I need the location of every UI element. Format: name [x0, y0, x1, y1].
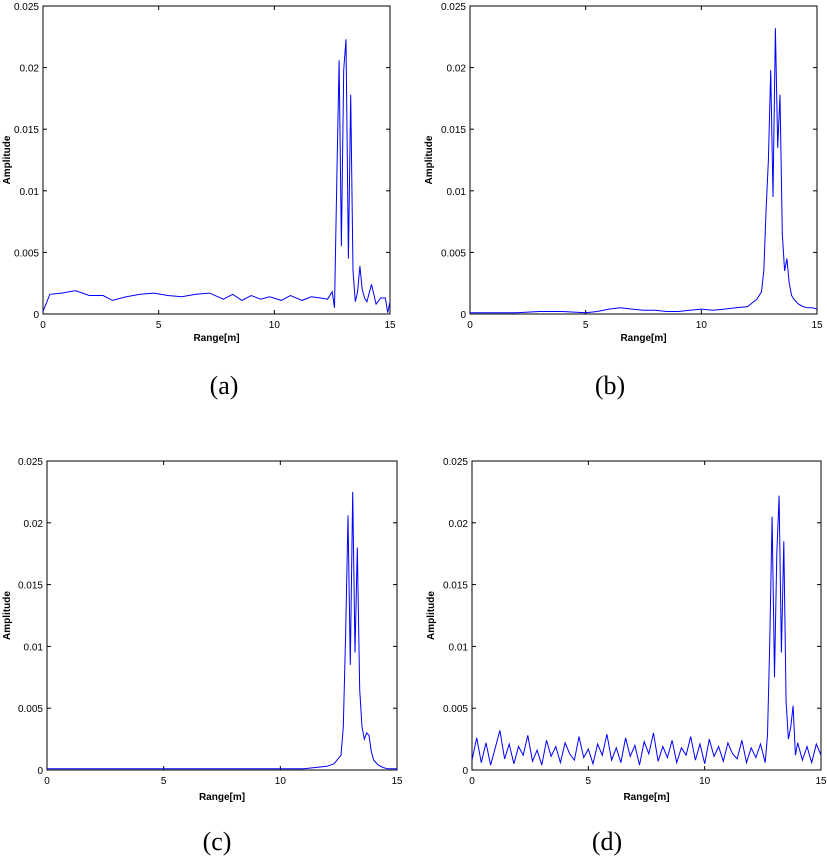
y-axis-label: Amplitude — [2, 135, 13, 184]
y-tick-label: 0.01 — [449, 642, 469, 653]
y-tick-label: 0.025 — [443, 457, 468, 468]
y-tick-label: 0 — [37, 766, 43, 777]
x-tick-label: 10 — [269, 320, 281, 331]
chart-panel-1: 0 5 10 15 0 0.005 0.01 0.015 0.02 0.025 Range[m] Am… — [2, 2, 396, 400]
series-line — [42, 39, 391, 313]
y-tick-label: 0.005 — [441, 248, 466, 259]
x-axis-label: Range[m] — [623, 792, 669, 803]
y-tick-label: 0.015 — [14, 125, 39, 136]
y-tick-label: 0.015 — [443, 581, 468, 592]
y-tick-label: 0.015 — [18, 581, 43, 592]
panel-caption: (a) — [210, 371, 239, 400]
y-tick-label: 0.005 — [14, 248, 39, 259]
y-tick-label: 0 — [462, 766, 468, 777]
plot-frame — [471, 460, 822, 771]
x-tick-label: 10 — [696, 320, 708, 331]
y-tick-label: 0.02 — [447, 64, 467, 75]
x-tick-label: 0 — [469, 776, 475, 787]
y-tick-label: 0.025 — [14, 2, 39, 13]
y-tick-label: 0.01 — [24, 642, 44, 653]
y-tick-label: 0.01 — [20, 187, 40, 198]
x-tick-label: 15 — [384, 320, 396, 331]
y-tick-label: 0.02 — [449, 519, 469, 530]
y-tick-label: 0.005 — [443, 704, 468, 715]
chart-panel-2: 0 5 10 15 0 0.005 0.01 0.015 0.02 0.025 Range[m] Am… — [424, 2, 823, 400]
y-tick-label: 0 — [33, 310, 39, 321]
x-tick-label: 15 — [815, 776, 827, 787]
plot-frame — [469, 5, 818, 315]
x-tick-label: 15 — [391, 776, 403, 787]
x-tick-label: 10 — [275, 776, 287, 787]
chart-panel-4: 0 5 10 15 0 0.005 0.01 0.015 0.02 0.025 Range[m] Am… — [426, 457, 827, 856]
panel-caption: (d) — [592, 827, 622, 856]
x-tick-label: 15 — [811, 320, 823, 331]
x-tick-label: 0 — [40, 320, 46, 331]
x-tick-label: 10 — [699, 776, 711, 787]
series-line — [47, 491, 397, 770]
x-axis-label: Range[m] — [620, 333, 666, 344]
x-tick-label: 5 — [156, 320, 162, 331]
series-line — [470, 28, 818, 314]
x-tick-label: 5 — [583, 320, 589, 331]
panel-caption: (c) — [203, 827, 232, 856]
x-axis-label: Range[m] — [199, 792, 245, 803]
x-axis-label: Range[m] — [193, 333, 239, 344]
y-axis-label: Amplitude — [2, 591, 13, 640]
x-tick-label: 0 — [44, 776, 50, 787]
x-tick-label: 5 — [161, 776, 167, 787]
y-tick-label: 0.02 — [24, 519, 44, 530]
y-tick-label: 0.02 — [20, 64, 40, 75]
y-tick-label: 0.025 — [441, 2, 466, 13]
y-tick-label: 0.015 — [441, 125, 466, 136]
y-axis-label: Amplitude — [426, 591, 437, 640]
y-tick-label: 0.025 — [18, 457, 43, 468]
series-line — [471, 495, 822, 766]
x-tick-label: 0 — [467, 320, 473, 331]
x-tick-label: 5 — [586, 776, 592, 787]
y-axis-label: Amplitude — [424, 135, 435, 184]
plot-frame — [46, 460, 398, 771]
chart-panel-3: 0 5 10 15 0 0.005 0.01 0.015 0.02 0.025 Range[m] Am… — [2, 457, 403, 856]
plot-frame — [42, 5, 391, 315]
y-tick-label: 0 — [460, 310, 466, 321]
y-tick-label: 0.005 — [18, 704, 43, 715]
y-tick-label: 0.01 — [447, 187, 467, 198]
panel-caption: (b) — [595, 371, 625, 400]
